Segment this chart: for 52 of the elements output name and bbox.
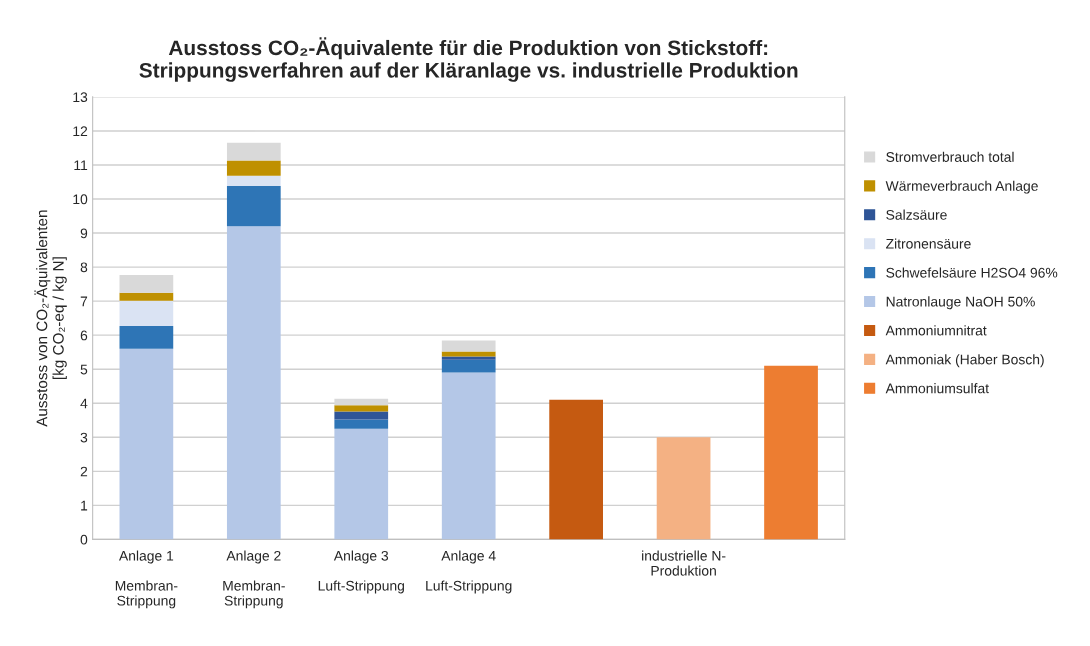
legend-label: Ammoniumnitrat xyxy=(885,325,987,336)
legend-label: Salzsäure xyxy=(886,209,947,220)
y-tick-label: 7 xyxy=(80,296,88,307)
legend-label: Wärmeverbrauch Anlage xyxy=(885,180,1038,194)
legend-label: Ammoniumsulfat xyxy=(885,383,989,394)
bar xyxy=(441,351,496,357)
y-tick-label: 4 xyxy=(80,398,88,409)
bar xyxy=(226,226,281,540)
bar xyxy=(334,411,389,420)
chart-title: Ausstoss CO₂-Äquivalente für die Produktion von Stickstoff: Strippungsverfahren auf der Kläranlage vs. industrielle Produktion xyxy=(139,37,798,82)
legend-label: Stromverbrauch total xyxy=(886,151,1014,162)
legend-label: Schwefelsäure H2SO4 96% xyxy=(886,267,1058,278)
legend-label: Ammoniak (Haber Bosch) xyxy=(885,354,1044,368)
legend-label: Zitronensäure xyxy=(886,238,971,249)
y-tick-label: 12 xyxy=(73,126,88,136)
legend-label: Natronlauge NaOH 50% xyxy=(886,296,1035,310)
y-tick-label: 2 xyxy=(80,466,88,477)
bar xyxy=(549,399,603,540)
bar xyxy=(119,292,174,301)
bar xyxy=(226,142,281,161)
category-label: Anlage 3 Luft-Strippung xyxy=(318,550,404,594)
y-axis-title: Ausstoss von CO₂-Äquivalenten [kg CO₂-eq / kg N] xyxy=(34,210,67,427)
bar xyxy=(226,175,281,187)
category-label: Anlage 2 Membran- Strippung xyxy=(223,550,285,609)
y-tick-label: 1 xyxy=(81,500,88,511)
y-tick-label: 9 xyxy=(80,228,88,239)
bar xyxy=(119,300,174,326)
y-tick-label: 13 xyxy=(73,92,88,103)
x-tick-label: industrielle N- Produktion xyxy=(642,550,726,576)
bar xyxy=(334,405,389,412)
y-tick-label: 10 xyxy=(73,194,88,205)
bar xyxy=(226,186,281,227)
bar xyxy=(334,428,389,540)
bar xyxy=(656,437,711,540)
category-label: Anlage 1 Membran- Strippung xyxy=(115,550,178,609)
bar xyxy=(334,419,389,429)
bar xyxy=(441,359,496,373)
bar xyxy=(441,356,496,360)
bar xyxy=(226,160,281,176)
bar xyxy=(119,274,174,293)
y-tick-label: 8 xyxy=(80,262,88,273)
category-label: Anlage 4 Luft-Strippung xyxy=(426,550,512,594)
bar xyxy=(441,340,496,352)
bar xyxy=(119,348,174,540)
y-tick-label: 5 xyxy=(80,364,88,375)
bar xyxy=(441,372,496,540)
y-tick-label: 0 xyxy=(80,534,88,545)
bar xyxy=(119,325,174,349)
y-tick-label: 6 xyxy=(80,330,88,341)
bar xyxy=(764,365,818,540)
y-tick-label: 3 xyxy=(80,432,88,443)
y-tick-label: 11 xyxy=(74,160,88,171)
